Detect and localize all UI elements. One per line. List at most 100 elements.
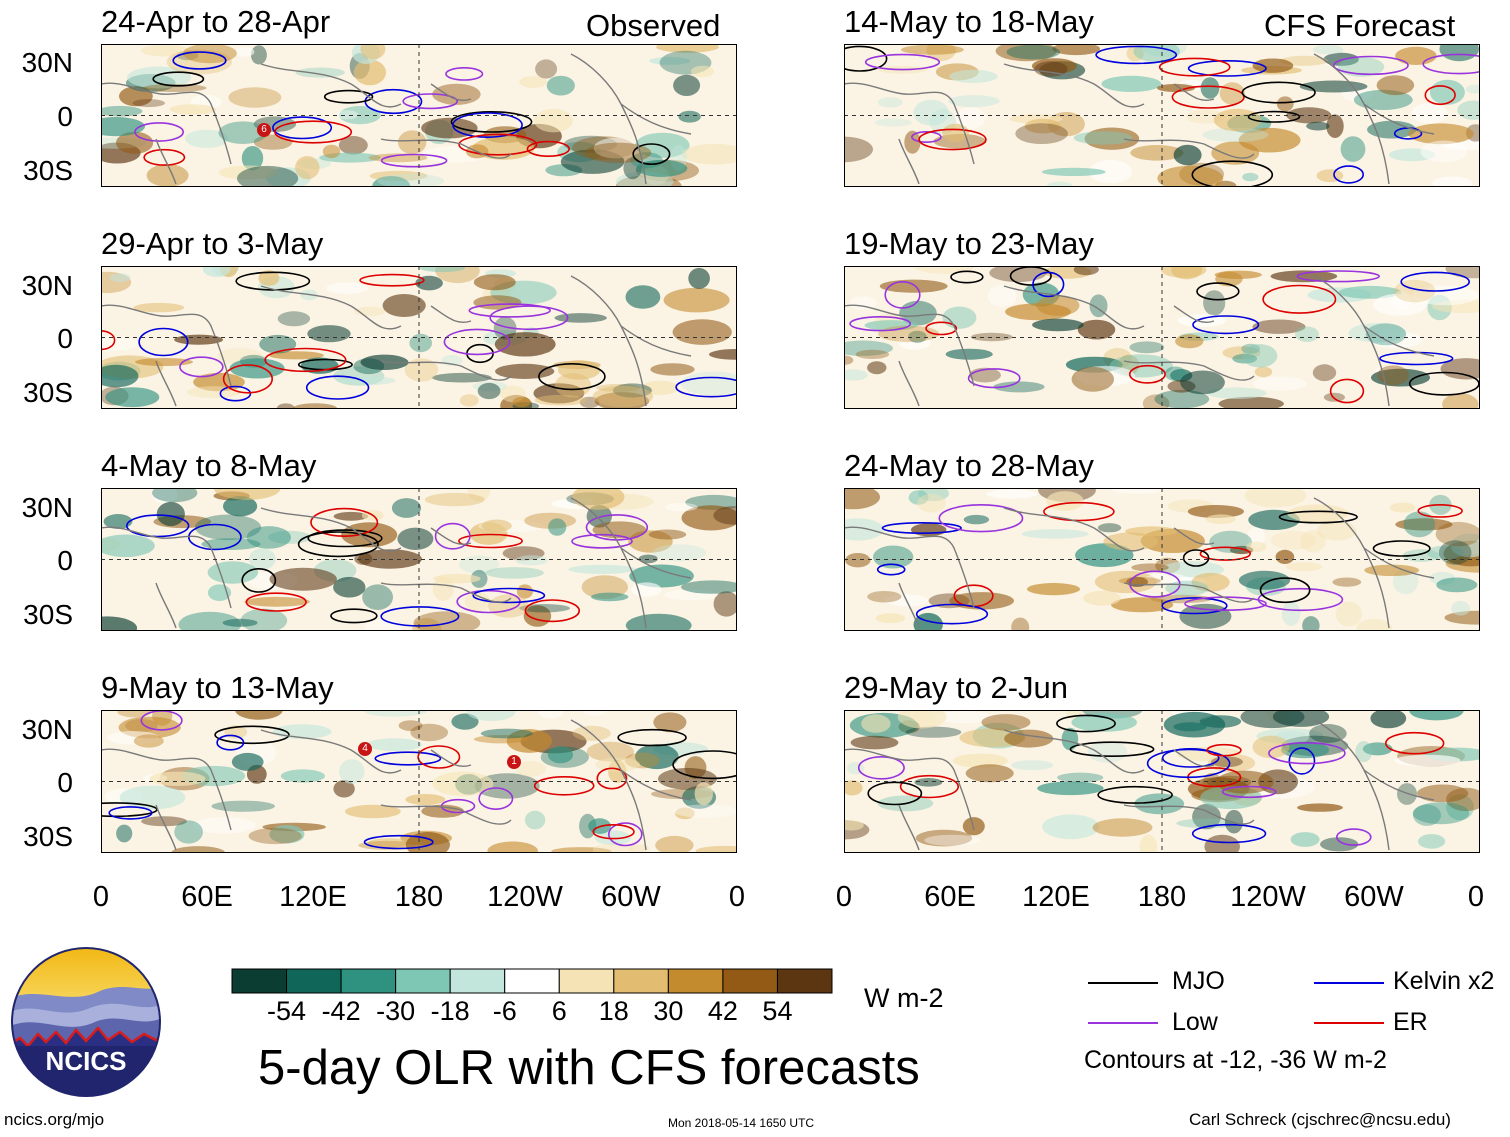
olr-anomaly-blob bbox=[1071, 366, 1114, 392]
olr-anomaly-blob bbox=[481, 519, 512, 532]
wave-contour bbox=[857, 755, 905, 780]
olr-anomaly-blob bbox=[519, 604, 570, 613]
olr-anomaly-blob bbox=[259, 334, 297, 354]
olr-anomaly-blob bbox=[1037, 781, 1104, 796]
wave-contour bbox=[533, 776, 595, 796]
olr-anomaly-blob bbox=[405, 794, 446, 805]
wave-contour bbox=[1097, 785, 1173, 804]
olr-anomaly-blob bbox=[1238, 570, 1291, 590]
olr-anomaly-blob bbox=[1240, 710, 1305, 729]
coastline bbox=[1363, 547, 1435, 579]
legend-line-low bbox=[1088, 1022, 1158, 1024]
olr-map-panel bbox=[101, 266, 737, 409]
wave-contour bbox=[380, 153, 448, 168]
olr-anomaly-blob bbox=[635, 744, 679, 770]
olr-anomaly-blob bbox=[451, 713, 479, 730]
olr-anomaly-blob bbox=[244, 596, 310, 607]
olr-anomaly-blob bbox=[132, 99, 165, 108]
wave-contour bbox=[1043, 501, 1115, 522]
olr-anomaly-blob bbox=[101, 117, 145, 137]
olr-anomaly-blob bbox=[623, 157, 642, 180]
olr-anomaly-blob bbox=[307, 325, 351, 343]
coastline bbox=[844, 304, 975, 387]
coastline bbox=[1003, 507, 1145, 552]
wave-contour bbox=[417, 745, 461, 769]
panel-frame bbox=[844, 710, 1480, 853]
olr-anomaly-blob bbox=[914, 778, 943, 787]
colorbar-swatch bbox=[395, 968, 451, 994]
olr-anomaly-blob bbox=[326, 282, 369, 294]
wave-contour bbox=[1259, 577, 1311, 604]
olr-anomaly-blob bbox=[535, 59, 558, 79]
olr-anomaly-blob bbox=[572, 136, 636, 160]
colorbar-swatch bbox=[504, 968, 560, 994]
olr-anomaly-blob bbox=[292, 403, 338, 409]
olr-anomaly-blob bbox=[1242, 172, 1259, 182]
olr-anomaly-blob bbox=[579, 396, 600, 408]
wave-contour bbox=[911, 131, 942, 144]
wave-contour bbox=[1158, 57, 1231, 77]
olr-anomaly-blob bbox=[877, 97, 903, 108]
olr-anomaly-blob bbox=[547, 746, 573, 764]
olr-anomaly-blob bbox=[713, 506, 737, 525]
olr-anomaly-blob bbox=[151, 488, 178, 504]
coastline bbox=[101, 304, 232, 387]
wave-contour bbox=[1191, 823, 1267, 844]
wave-contour bbox=[1422, 53, 1480, 75]
author-credit: Carl Schreck (cjschrec@ncsu.edu) bbox=[1189, 1110, 1451, 1129]
olr-anomaly-blob bbox=[1395, 518, 1453, 531]
olr-anomaly-blob bbox=[1006, 44, 1061, 60]
olr-anomaly-blob bbox=[1356, 619, 1392, 631]
olr-anomaly-blob bbox=[850, 735, 899, 750]
olr-anomaly-blob bbox=[867, 591, 902, 603]
x-tick-label: 180 bbox=[1137, 881, 1187, 913]
olr-anomaly-blob bbox=[681, 580, 737, 594]
olr-anomaly-blob bbox=[1413, 804, 1441, 826]
olr-anomaly-blob bbox=[1163, 711, 1226, 738]
panel-title: 29-May to 2-Jun bbox=[844, 670, 1068, 705]
olr-anomaly-blob bbox=[572, 488, 625, 510]
olr-anomaly-blob bbox=[904, 130, 921, 154]
site-url[interactable]: ncics.org/mjo bbox=[4, 1110, 105, 1129]
olr-anomaly-blob bbox=[364, 710, 427, 717]
olr-anomaly-blob bbox=[515, 761, 547, 777]
olr-anomaly-blob bbox=[948, 95, 1000, 108]
olr-anomaly-blob bbox=[236, 47, 255, 57]
coastline bbox=[620, 769, 692, 801]
colorbar-swatch bbox=[231, 968, 288, 994]
olr-anomaly-blob bbox=[432, 771, 494, 796]
olr-anomaly-blob bbox=[1281, 601, 1301, 626]
olr-anomaly-blob bbox=[1418, 834, 1446, 849]
wave-contour bbox=[216, 734, 245, 751]
x-tick-label: 60E bbox=[181, 881, 233, 913]
olr-anomaly-blob bbox=[650, 363, 695, 376]
olr-anomaly-blob bbox=[1027, 583, 1080, 596]
olr-anomaly-blob bbox=[333, 780, 355, 798]
olr-anomaly-blob bbox=[563, 135, 617, 153]
olr-anomaly-blob bbox=[844, 518, 884, 541]
wave-contour bbox=[402, 93, 459, 110]
colorbar-swatch bbox=[776, 968, 833, 994]
olr-anomaly-blob bbox=[653, 712, 687, 733]
olr-anomaly-blob bbox=[594, 392, 650, 409]
olr-anomaly-blob bbox=[101, 364, 139, 388]
olr-anomaly-blob bbox=[495, 363, 555, 379]
wave-contour bbox=[1187, 59, 1267, 77]
olr-anomaly-blob bbox=[878, 325, 940, 342]
wave-contour bbox=[264, 347, 347, 373]
olr-anomaly-blob bbox=[467, 488, 491, 502]
olr-anomaly-blob bbox=[534, 108, 573, 133]
olr-anomaly-blob bbox=[223, 496, 258, 517]
olr-anomaly-blob bbox=[1442, 393, 1479, 409]
olr-anomaly-blob bbox=[861, 714, 891, 733]
wave-contour bbox=[1333, 165, 1365, 184]
olr-anomaly-blob bbox=[949, 592, 1014, 610]
olr-anomaly-blob bbox=[358, 840, 417, 850]
wave-contour bbox=[1262, 284, 1337, 314]
olr-anomaly-blob bbox=[101, 105, 143, 117]
coastline bbox=[1173, 305, 1215, 323]
olr-anomaly-blob bbox=[156, 501, 185, 527]
olr-anomaly-blob bbox=[1103, 532, 1159, 551]
olr-map-panel bbox=[101, 488, 737, 631]
wave-contour bbox=[1182, 549, 1210, 567]
